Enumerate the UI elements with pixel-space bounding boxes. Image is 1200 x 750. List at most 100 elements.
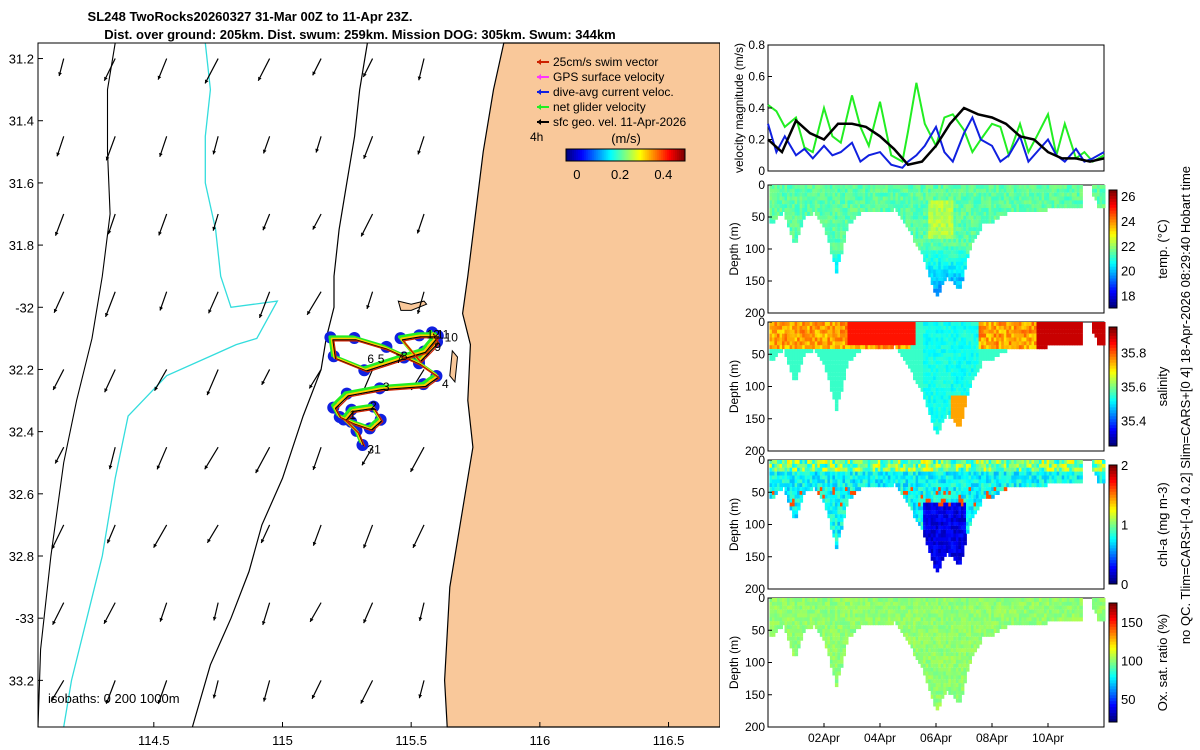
section-cell <box>940 537 945 542</box>
section-cell <box>960 238 965 243</box>
section-cell <box>925 188 930 193</box>
section-cell <box>769 200 773 205</box>
section-cell <box>809 208 814 212</box>
section-cell <box>892 475 897 480</box>
section-cell <box>925 200 930 205</box>
section-cell <box>966 234 970 239</box>
section-cell <box>958 333 962 338</box>
section-cell <box>829 502 834 507</box>
section-cell <box>958 514 962 519</box>
section-cell <box>963 261 967 266</box>
section-cell <box>940 185 945 189</box>
section-cell <box>809 483 814 488</box>
section-cell <box>966 376 970 381</box>
section-cell <box>910 337 914 342</box>
section-cell <box>847 337 851 342</box>
section-cell <box>938 284 942 289</box>
section-cell <box>834 211 839 216</box>
section-cell <box>968 345 972 350</box>
section-cell <box>960 329 965 334</box>
section-cell <box>935 502 940 507</box>
section-cell <box>925 337 930 342</box>
section-cell <box>963 196 967 201</box>
section-cell <box>802 322 806 326</box>
section-cell <box>1041 200 1046 205</box>
section-cell <box>950 196 955 201</box>
section-cell <box>943 208 947 212</box>
section-colorbar-swatch <box>1109 554 1117 558</box>
section-cell <box>918 333 922 338</box>
section-cell <box>837 341 841 346</box>
section-cell <box>953 215 957 220</box>
section-cell <box>920 368 925 373</box>
section-cell <box>1023 467 1028 472</box>
section-cell <box>1046 471 1051 476</box>
section-cell <box>945 269 950 274</box>
section-cell <box>1064 329 1068 334</box>
section-cell <box>948 521 952 526</box>
section-cell <box>940 552 945 557</box>
section-cell <box>923 364 927 369</box>
section-colorbar-frame <box>1108 464 1118 585</box>
section-cell <box>948 211 952 216</box>
section-cell <box>918 329 922 334</box>
section-cell <box>976 196 980 201</box>
section-cell <box>971 227 975 232</box>
section-cell <box>935 277 940 282</box>
section-cell <box>895 192 899 197</box>
section-cell <box>829 353 834 357</box>
section-cell <box>940 529 945 534</box>
section-cell <box>807 333 811 338</box>
section-cell <box>908 353 912 357</box>
track-day-label: 8 <box>401 349 408 363</box>
section-cell <box>945 411 950 415</box>
section-cell <box>940 325 945 330</box>
section-cell <box>920 502 925 507</box>
section-cell <box>963 525 967 530</box>
section-cell <box>963 521 967 526</box>
section-cell <box>1099 467 1103 472</box>
section-cell <box>950 391 955 396</box>
section-cell <box>928 349 932 354</box>
section-cell <box>860 188 864 193</box>
section-cell <box>1041 475 1046 480</box>
section-cell <box>923 341 927 346</box>
track-day-label: 6 <box>367 352 374 366</box>
section-colorbar-swatch <box>1109 548 1117 552</box>
section-cell <box>1094 192 1098 197</box>
section-cell <box>950 514 955 519</box>
section-cell <box>834 487 839 492</box>
section-cell <box>782 345 786 350</box>
section-cell <box>1029 341 1033 346</box>
section-cell <box>819 322 824 326</box>
section-cell <box>1064 337 1068 342</box>
section-cell <box>948 552 952 557</box>
section-cell <box>1021 479 1025 484</box>
section-cell <box>1034 192 1038 197</box>
section-cell <box>880 200 884 205</box>
section-cell <box>822 353 826 357</box>
section-cell <box>1003 460 1008 464</box>
section-cell <box>966 196 970 201</box>
section-cell <box>960 192 965 197</box>
section-cell <box>1008 208 1013 212</box>
section-cell <box>789 325 794 330</box>
section-cell <box>852 475 857 480</box>
land-mass <box>443 42 720 728</box>
section-cell <box>829 514 834 519</box>
section-cell <box>845 219 849 224</box>
section-cell <box>966 204 970 209</box>
section-cell <box>852 204 857 209</box>
section-cell <box>953 227 957 232</box>
section-cell <box>918 325 922 330</box>
section-cell <box>1076 460 1081 464</box>
section-cell <box>943 533 947 538</box>
section-cell <box>981 196 985 201</box>
section-cell <box>784 185 788 189</box>
section-cell <box>779 463 783 468</box>
section-cell <box>940 356 945 361</box>
section-cell <box>819 479 824 484</box>
section-cell <box>945 506 950 511</box>
section-cell <box>1039 337 1043 342</box>
section-cell <box>1011 322 1015 326</box>
